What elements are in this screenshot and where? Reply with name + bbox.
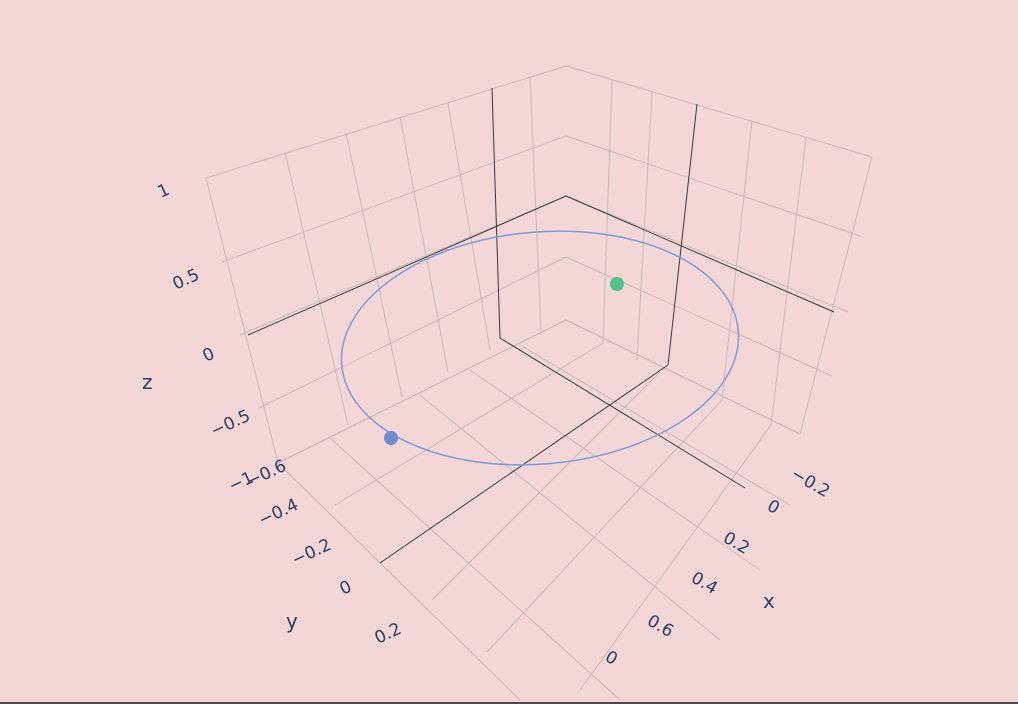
orbit-line[interactable]: [332, 215, 749, 481]
x-axis-title: x: [763, 589, 775, 613]
x-tick-label: −0.2: [788, 464, 834, 502]
x-tick-label: 0.6: [644, 611, 677, 642]
z-axis-title: z: [142, 370, 153, 394]
y-tick-label: −0.2: [289, 535, 335, 571]
z-tick-label: 0.5: [170, 265, 203, 295]
zero-lines: [247, 87, 835, 564]
y-tick-label: 0.2: [372, 619, 405, 649]
x-tick-label: 0.4: [688, 568, 721, 599]
bottom-border: [0, 702, 1018, 704]
x-tick-label: 0: [602, 647, 621, 670]
grid-lines: [205, 65, 873, 701]
y-tick-label: −0.6: [244, 456, 290, 492]
z-tick-label: −0.5: [208, 406, 254, 442]
y-tick-label: −0.4: [256, 495, 302, 531]
y-axis-title: y: [286, 609, 298, 633]
x-tick-label: 0: [764, 496, 783, 519]
z-tick-label: 1: [155, 180, 173, 203]
marker-green[interactable]: [610, 277, 624, 291]
z-tick-label: 0: [200, 344, 218, 367]
y-tick-label: 0: [337, 577, 355, 600]
x-tick-label: 0.2: [720, 528, 753, 559]
marker-blue[interactable]: [384, 431, 398, 445]
